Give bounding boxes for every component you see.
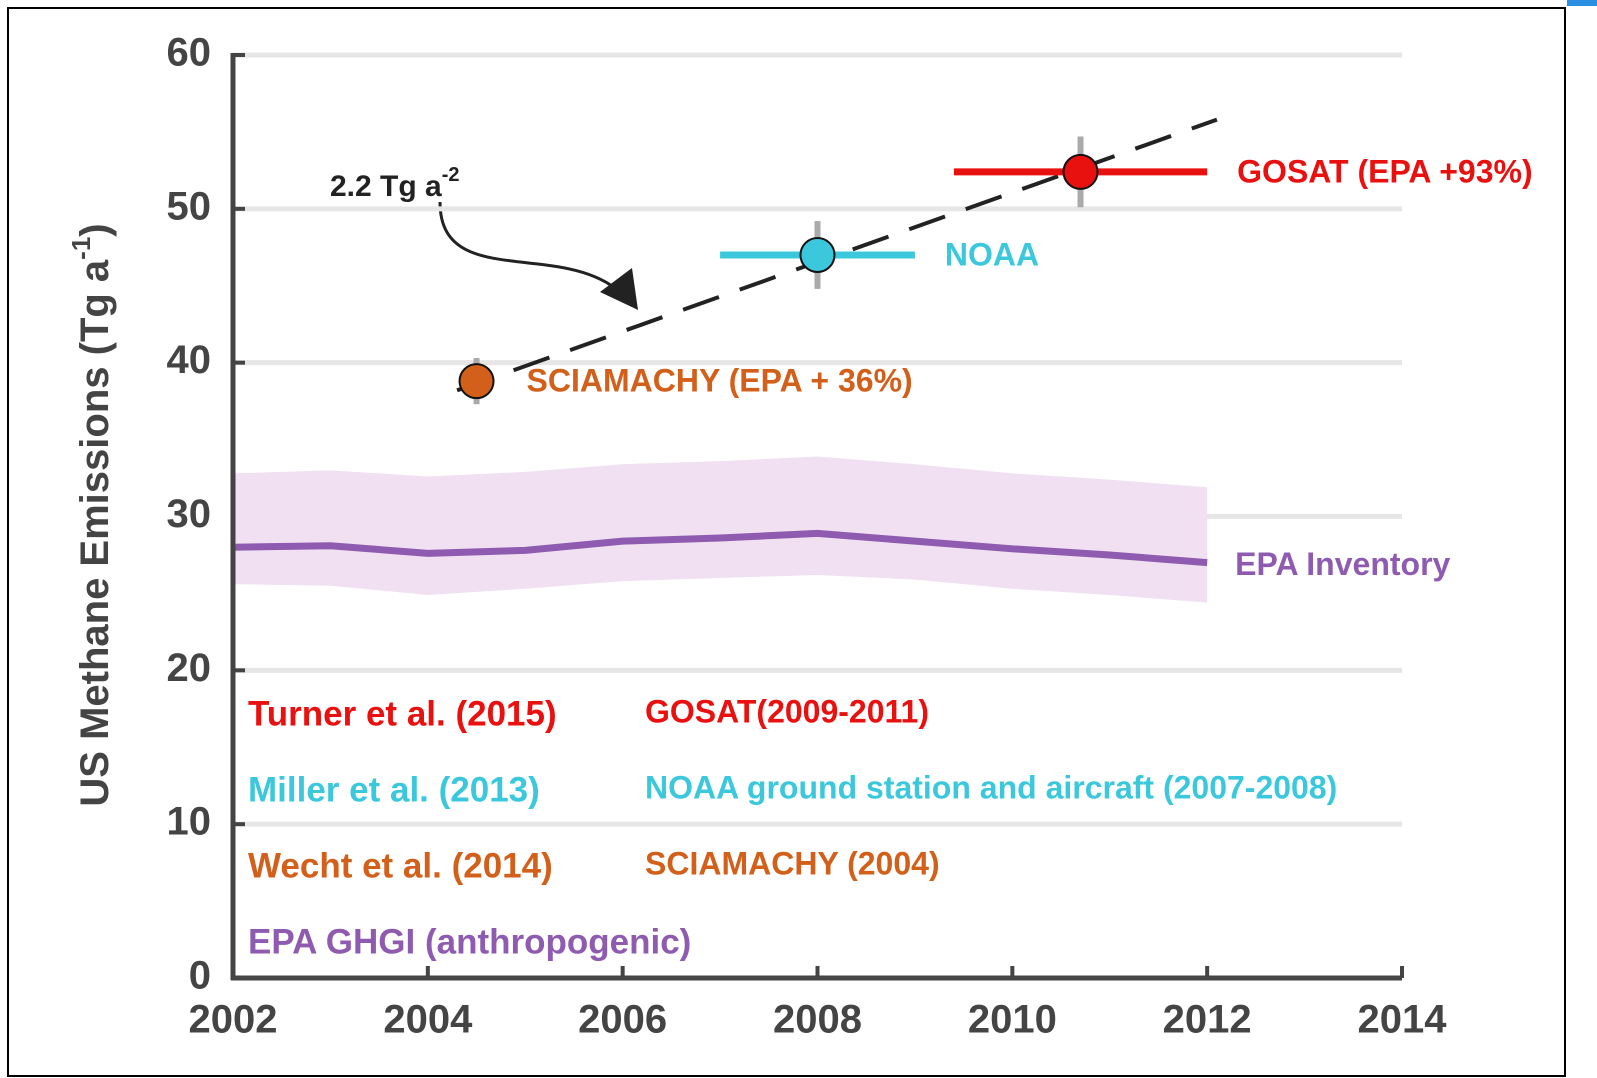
x-tick-label: 2012 xyxy=(1163,998,1252,1042)
source-dataset: GOSAT(2009-2011) xyxy=(645,693,929,729)
annotation-text: 2.2 Tg a xyxy=(330,170,442,203)
point xyxy=(799,236,836,273)
y-tick-label: 50 xyxy=(167,184,212,228)
point xyxy=(458,363,495,400)
y-label-end: ) xyxy=(73,223,117,236)
point-label: SCIAMACHY (EPA + 36%) xyxy=(527,363,913,399)
y-tick-label: 30 xyxy=(167,492,212,536)
point-label: GOSAT (EPA +93%) xyxy=(1237,153,1532,189)
x-tick-label: 2008 xyxy=(773,998,862,1042)
y-tick-label: 40 xyxy=(167,338,212,382)
point-label: NOAA xyxy=(945,236,1039,272)
x-tick-label: 2004 xyxy=(383,998,473,1042)
y-tick-label: 10 xyxy=(167,800,212,844)
x-tick-label: 2014 xyxy=(1358,998,1448,1042)
uncertainty-band xyxy=(233,456,1208,603)
arrow-head xyxy=(600,268,638,310)
source-dataset: NOAA ground station and aircraft (2007-2… xyxy=(645,769,1337,805)
annotation-arrow xyxy=(438,201,621,294)
x-tick-label: 2010 xyxy=(968,998,1057,1042)
source-author: Turner et al. (2015) xyxy=(248,694,557,733)
series-label: EPA Inventory xyxy=(1235,546,1450,582)
corner-tab xyxy=(1567,0,1597,6)
x-tick-label: 2006 xyxy=(578,998,667,1042)
point xyxy=(1062,153,1099,190)
y-tick-label: 60 xyxy=(167,31,212,75)
x-tick-label: 2002 xyxy=(189,998,278,1042)
y-tick-label: 20 xyxy=(167,646,212,690)
y-axis-label: US Methane Emissions (Tg a-1) xyxy=(66,223,117,806)
source-dataset: SCIAMACHY (2004) xyxy=(645,845,940,881)
y-label-text: US Methane Emissions (Tg a xyxy=(73,259,117,807)
epa-line xyxy=(232,529,1208,567)
source-author: Wecht et al. (2014) xyxy=(248,846,553,885)
source-author: Miller et al. (2013) xyxy=(248,770,540,809)
frame xyxy=(7,7,1566,1077)
annotation: 2.2 Tg a-2 xyxy=(330,164,460,203)
y-label-sup: -1 xyxy=(66,237,96,260)
source-author: EPA GHGI (anthropogenic) xyxy=(248,922,691,961)
annotation-sup: -2 xyxy=(442,164,460,186)
y-tick-label: 0 xyxy=(189,954,211,998)
